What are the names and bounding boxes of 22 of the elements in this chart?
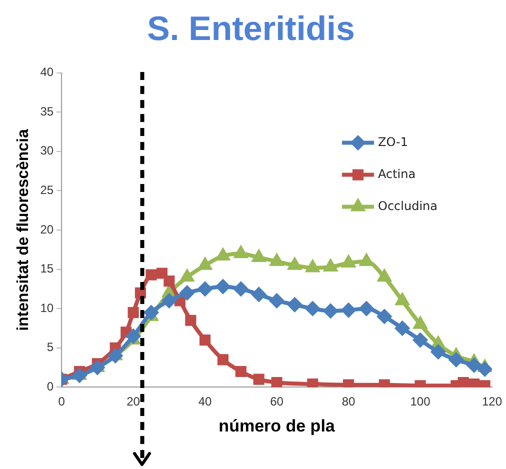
x-tick-label: 80 bbox=[342, 394, 356, 409]
y-axis-title: intensitat de fluorescència bbox=[15, 128, 32, 331]
x-tick-label: 60 bbox=[270, 394, 284, 409]
y-tick-label: 0 bbox=[46, 380, 54, 394]
y-tick-label: 10 bbox=[40, 300, 54, 315]
legend-label: Occludina bbox=[378, 198, 438, 213]
legend-label: Actina bbox=[378, 166, 416, 181]
y-tick-label: 40 bbox=[40, 65, 54, 80]
y-tick-label: 30 bbox=[40, 144, 54, 158]
y-tick-label: 15 bbox=[40, 262, 54, 276]
x-tick-label: 20 bbox=[126, 394, 140, 409]
x-tick-label: 120 bbox=[482, 394, 502, 409]
y-tick-label: 35 bbox=[40, 104, 54, 118]
x-axis-title: número de pla bbox=[218, 416, 336, 436]
x-tick-label: 40 bbox=[198, 394, 212, 409]
x-tick-label: 0 bbox=[58, 394, 66, 409]
legend-label: ZO-1 bbox=[378, 134, 408, 149]
x-tick-label: 100 bbox=[410, 394, 431, 409]
y-tick-label: 5 bbox=[46, 340, 54, 354]
y-tick-label: 25 bbox=[40, 183, 54, 198]
chart-title: S. Enteritidis bbox=[147, 10, 355, 48]
y-tick-label: 20 bbox=[40, 222, 54, 236]
